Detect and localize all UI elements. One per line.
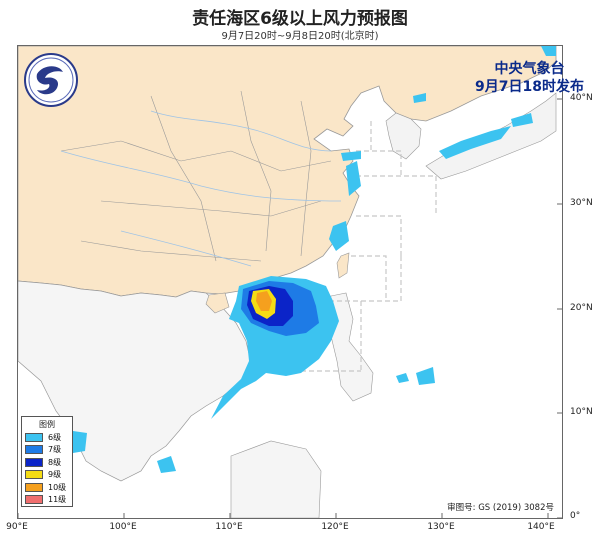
y-tick-label: 10°N [570, 407, 593, 417]
legend-item: 6级 [22, 431, 72, 444]
legend-item: 11级 [22, 494, 72, 507]
wind-legend: 图例 6级 7级 8级 9级 10级 11级 [21, 416, 73, 507]
hainan-island [205, 292, 230, 314]
legend-swatch [25, 445, 43, 455]
y-tick-label: 40°N [570, 93, 593, 103]
legend-swatch [25, 470, 43, 480]
x-tick-label: 90°E [6, 522, 28, 532]
cma-logo [24, 53, 78, 107]
sea-area-boundaries [261, 121, 437, 372]
issuer-block: 中央气象台 9月7日18时发布 [475, 60, 584, 96]
legend-swatch [25, 482, 43, 492]
legend-title: 图例 [39, 420, 55, 429]
y-tick-label: 20°N [570, 303, 593, 313]
legend-label: 11级 [48, 495, 67, 505]
legend-label: 8级 [48, 457, 62, 467]
issuer-name: 中央气象台 [494, 61, 565, 77]
axis-ticks [18, 98, 562, 518]
legend-swatch [25, 457, 43, 467]
map-title: 责任海区6级以上风力预报图 [192, 9, 408, 29]
legend-swatch [25, 432, 43, 442]
x-tick-label: 120°E [321, 522, 349, 532]
forecast-period: 9月7日20时~9月8日20时(北京时) [221, 31, 379, 42]
korea-landmass [385, 112, 422, 160]
legend-label: 7级 [48, 445, 62, 455]
y-tick-label: 30°N [570, 198, 593, 208]
taiwan-island [336, 252, 350, 279]
map-approval-number: 审图号: GS (2019) 3082号 [447, 503, 554, 513]
legend-label: 10级 [48, 482, 67, 492]
forecast-map [17, 45, 563, 519]
legend-label: 6级 [48, 432, 62, 442]
x-tick-label: 130°E [427, 522, 455, 532]
rivers [60, 110, 342, 267]
x-tick-label: 140°E [527, 522, 555, 532]
map-canvas [18, 46, 562, 518]
legend-swatch [25, 495, 43, 505]
legend-label: 9级 [48, 470, 62, 480]
x-tick-label: 100°E [109, 522, 137, 532]
borneo-landmass [230, 440, 322, 518]
legend-item: 10级 [22, 481, 72, 494]
y-tick-label: 0° [570, 511, 581, 521]
issue-time: 9月7日18时发布 [475, 79, 584, 95]
level-10-wind-zone [256, 291, 272, 311]
province-borders [60, 90, 332, 262]
legend-item: 9级 [22, 469, 72, 482]
legend-item: 8级 [22, 456, 72, 469]
legend-item: 7级 [22, 444, 72, 457]
x-tick-label: 110°E [215, 522, 243, 532]
